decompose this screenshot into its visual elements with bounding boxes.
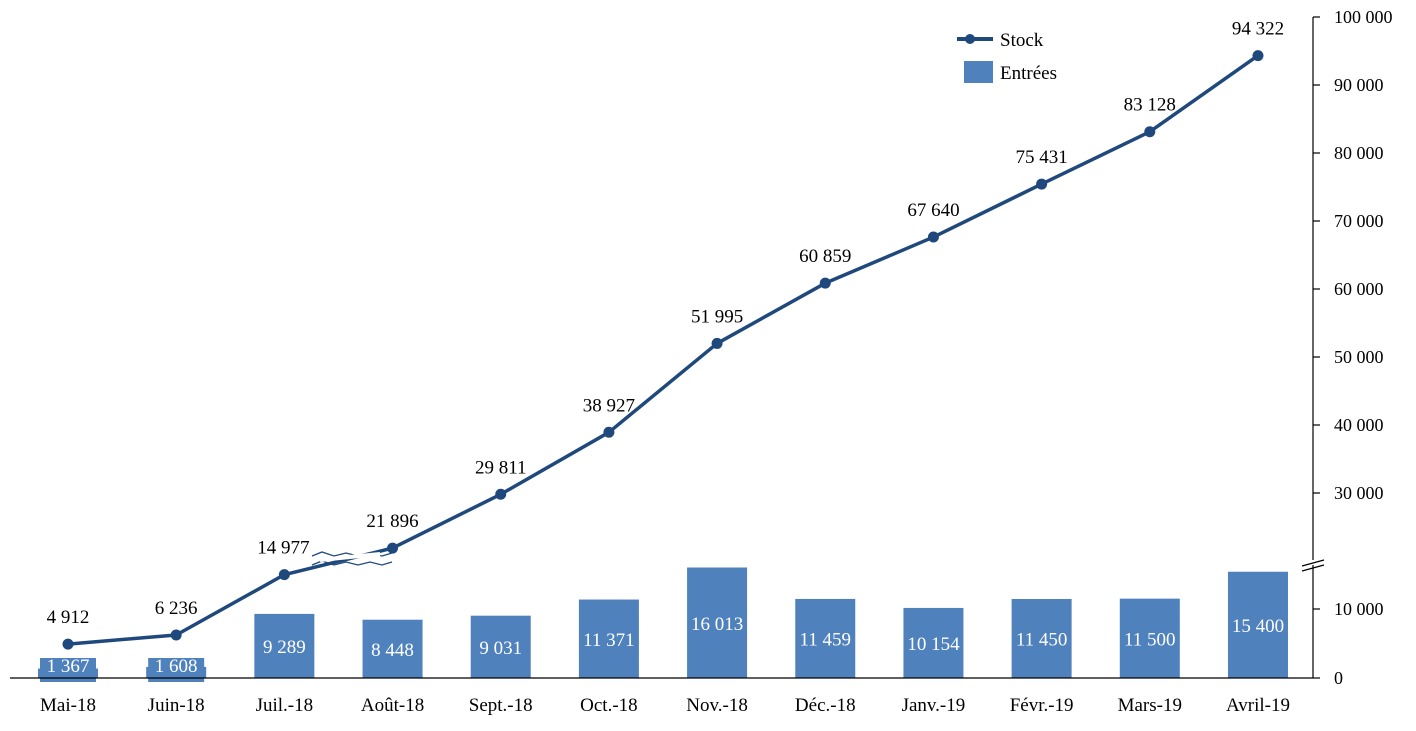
bar-data-label: 10 154 — [907, 634, 960, 655]
stock-point — [170, 629, 182, 641]
stock-point — [62, 638, 74, 650]
stock-point — [927, 231, 939, 243]
bar-data-label: 1 608 — [155, 656, 198, 677]
stock-data-label: 21 896 — [366, 511, 418, 532]
stock-data-label: 60 859 — [799, 246, 851, 267]
x-tick-label: Nov.-18 — [686, 695, 748, 716]
x-tick-label: Mars-19 — [1118, 695, 1182, 716]
line-layer: 4 912 6 236 14 977 21 896 29 811 38 927 51 995… — [47, 19, 1284, 650]
stock-point — [603, 426, 615, 438]
x-tick-label: Avril-19 — [1226, 695, 1290, 716]
bar-data-label: 8 448 — [371, 640, 414, 661]
x-tick-label: Févr.-19 — [1010, 695, 1074, 716]
bar-entrees — [578, 599, 639, 678]
bar-data-label: 9 031 — [479, 638, 522, 659]
y-tick-label: 40 000 — [1334, 415, 1384, 435]
y-axis: 0 10 000 30 000 40 000 50 000 60 000 70 000 80 … — [1301, 7, 1393, 688]
stock-line — [67, 54, 1259, 646]
bar-entrees — [903, 607, 964, 678]
line-break-gap — [319, 552, 381, 562]
stock-data-label: 83 128 — [1124, 95, 1176, 116]
x-tick-label: Juin-18 — [148, 695, 205, 716]
y-tick-label: 70 000 — [1334, 211, 1384, 231]
bar-data-label: 11 450 — [1016, 629, 1068, 650]
stock-data-label: 51 995 — [691, 306, 743, 327]
y-tick-label: 90 000 — [1334, 75, 1384, 95]
stock-point — [1144, 126, 1156, 138]
x-axis: Mai-18 Juin-18 Juil.-18 Août-18 Sept.-18 Oct.… — [10, 677, 1313, 716]
legend-entrees-swatch — [964, 61, 993, 83]
x-tick-label: Déc.-18 — [795, 695, 856, 716]
bar-data-label: 1 367 — [47, 656, 90, 677]
bar-data-label: 11 371 — [583, 630, 635, 651]
x-tick-label: Oct.-18 — [580, 695, 638, 716]
stock-point — [495, 488, 507, 500]
y-tick-label: 30 000 — [1334, 483, 1384, 503]
stock-point — [1036, 178, 1048, 190]
stock-point — [1252, 50, 1264, 62]
y-tick-label: 50 000 — [1334, 347, 1384, 367]
legend-stock-marker — [965, 34, 975, 44]
y-tick-label: 0 — [1334, 668, 1343, 688]
x-tick-label: Août-18 — [361, 695, 424, 716]
stock-point — [278, 569, 290, 581]
stock-data-label: 6 236 — [155, 598, 198, 619]
x-tick-label: Sept.-18 — [469, 695, 533, 716]
bar-data-label: 15 400 — [1232, 616, 1284, 637]
bar-data-label: 9 289 — [263, 637, 306, 658]
stock-point — [819, 277, 831, 289]
stock-data-label: 67 640 — [907, 200, 959, 221]
legend: Stock Entrées — [957, 30, 1057, 84]
bar-entrees — [254, 613, 315, 678]
bar-entrees — [687, 567, 748, 678]
legend-entrees-label: Entrées — [1000, 63, 1057, 84]
stock-data-label: 4 912 — [47, 607, 90, 628]
stock-data-label: 75 431 — [1015, 147, 1067, 168]
stock-point — [387, 542, 399, 554]
x-tick-label: Mai-18 — [40, 695, 96, 716]
bars-layer: 1 367 1 608 9 289 8 448 9 031 11 371 16 013 11 … — [38, 567, 1288, 682]
bar-entrees — [362, 619, 423, 678]
bar-entrees — [795, 598, 856, 678]
bar-entrees — [1227, 571, 1288, 678]
stock-data-label: 14 977 — [257, 538, 309, 559]
y-tick-label: 80 000 — [1334, 143, 1384, 163]
line-break-symbol — [311, 560, 393, 566]
x-tick-label: Janv.-19 — [902, 695, 966, 716]
bar-entrees — [1119, 598, 1180, 678]
y-tick-label: 60 000 — [1334, 279, 1384, 299]
stock-data-label: 29 811 — [475, 457, 527, 478]
y-tick-label: 100 000 — [1334, 7, 1393, 27]
stock-data-label: 38 927 — [583, 395, 635, 416]
y-tick-label: 10 000 — [1334, 599, 1384, 619]
bar-data-label: 11 459 — [799, 629, 851, 650]
x-tick-label: Juil.-18 — [256, 695, 314, 716]
bar-data-label: 11 500 — [1124, 629, 1176, 650]
legend-stock-label: Stock — [1000, 30, 1044, 51]
bar-entrees — [1011, 598, 1072, 678]
bar-data-label: 16 013 — [691, 614, 743, 635]
stock-point — [711, 337, 723, 349]
axis-break-mark — [1301, 559, 1325, 567]
bar-entrees — [470, 615, 531, 678]
axis-break-mark — [1301, 564, 1325, 572]
stock-data-label: 94 322 — [1232, 19, 1284, 40]
